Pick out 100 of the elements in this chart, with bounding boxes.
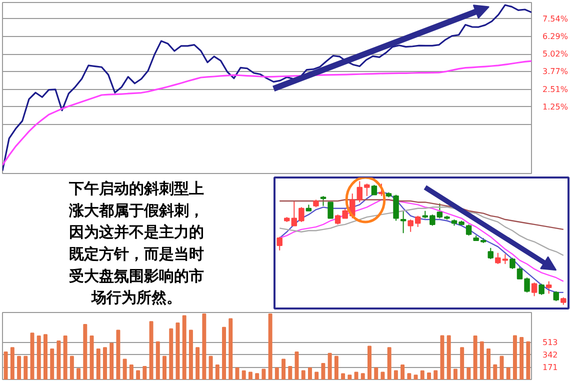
bar (222, 326, 226, 380)
bar (17, 356, 22, 380)
bar (400, 364, 405, 380)
bar (414, 374, 418, 380)
bar (188, 330, 193, 380)
candlestick (320, 196, 326, 206)
bar (348, 374, 352, 380)
y-tick-label: 513 (542, 338, 558, 348)
candlestick (466, 224, 472, 236)
bar (374, 367, 378, 380)
bar (440, 335, 444, 380)
bar (427, 372, 431, 380)
bar (314, 372, 319, 380)
bar (520, 336, 524, 380)
bar (162, 356, 166, 380)
bar (110, 342, 114, 380)
candlestick (276, 236, 282, 251)
bar (473, 336, 478, 380)
bar (43, 334, 48, 380)
candlestick (546, 280, 552, 294)
bar (142, 366, 147, 380)
bar (122, 358, 127, 380)
bar (486, 348, 491, 380)
bar (480, 341, 484, 380)
bar (116, 330, 120, 380)
bar (56, 340, 61, 380)
bar (10, 347, 14, 380)
line-series (2, 60, 532, 166)
bar (262, 368, 266, 380)
bar (334, 356, 338, 380)
text: 下午启动的斜刺型上涨大都属于假斜刺，因为这并不是主力的既定方针，而是当时受大盘氛围影响的市场行为所然。 (68, 179, 204, 307)
y-tick-label: 171 (542, 363, 558, 372)
bar (50, 348, 54, 380)
bar (36, 336, 41, 380)
bar (129, 364, 134, 380)
bar (83, 324, 88, 380)
bar (196, 347, 200, 380)
bar (149, 321, 154, 380)
candlestick (553, 290, 559, 302)
bar (228, 318, 233, 380)
bar (341, 373, 346, 380)
y-tick-label: 3.77% (542, 67, 568, 76)
bar (169, 328, 174, 380)
bar (394, 370, 398, 380)
bar (301, 370, 306, 380)
candlestick (328, 202, 334, 219)
bar (434, 370, 438, 380)
bar (248, 372, 252, 380)
bar (526, 341, 530, 380)
candlestick (488, 247, 494, 260)
candlestick (400, 210, 406, 234)
y-tick-label: 1.25% (542, 102, 568, 112)
bar (460, 347, 464, 380)
y-tick-label: 342 (542, 350, 558, 360)
bar (321, 363, 326, 380)
bar (308, 367, 312, 380)
bar (208, 356, 213, 380)
bar (242, 370, 246, 380)
bar (360, 373, 365, 380)
y-tick-label: 2.51% (542, 84, 568, 94)
line-series (2, 4, 532, 172)
bar (136, 370, 140, 380)
bar (387, 347, 392, 380)
bar (182, 315, 186, 380)
bar (63, 336, 68, 380)
bar (76, 368, 81, 380)
bar (268, 313, 272, 380)
bar (176, 322, 180, 380)
bar (466, 367, 471, 380)
bar (96, 348, 100, 380)
bar (215, 364, 220, 380)
bar (354, 372, 358, 380)
candlestick (531, 282, 538, 297)
bar (380, 372, 385, 380)
bar (255, 373, 260, 380)
bar (90, 336, 94, 380)
bar (70, 356, 74, 380)
bar (420, 370, 424, 380)
bar (282, 358, 286, 380)
bar (202, 313, 206, 380)
bar (493, 364, 498, 380)
candlestick (371, 184, 378, 196)
bar (407, 373, 412, 380)
bar (156, 341, 160, 380)
bar (103, 347, 107, 380)
bar (328, 352, 332, 380)
bar (446, 335, 451, 380)
bar (4, 351, 8, 380)
bar (24, 356, 28, 380)
bar (274, 367, 279, 380)
candlestick (538, 283, 544, 296)
y-tick-label: 5.02% (542, 50, 568, 59)
bar (512, 335, 517, 380)
bar (288, 366, 292, 380)
bar (453, 368, 458, 380)
y-tick-label: 6.29% (542, 32, 568, 41)
bar (368, 346, 372, 380)
y-tick-label: 7.54% (542, 14, 568, 24)
candlestick (510, 257, 516, 270)
bar (506, 367, 510, 380)
